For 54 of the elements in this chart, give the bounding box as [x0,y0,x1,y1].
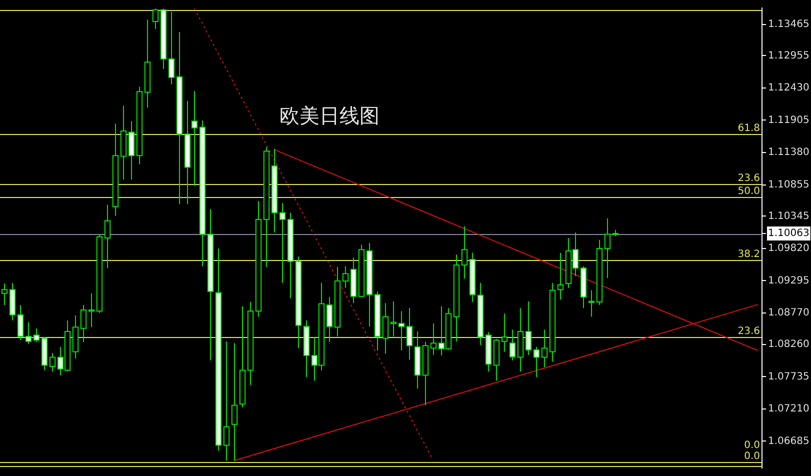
y-tick-label: 1.10063 [768,228,810,240]
y-tick-label: 1.08260 [768,338,810,350]
annotation: 38.2 [738,249,760,260]
candlestick [223,340,230,462]
candlestick [128,120,135,180]
candlestick [326,296,333,342]
candlestick [279,202,286,284]
annotation: 50.0 [738,186,760,198]
candlestick [25,322,32,344]
y-tick-label: 1.09295 [768,275,810,286]
annotation: 0.0 [744,451,760,462]
candlestick [342,266,349,288]
y-tick-label: 1.10855 [768,179,810,190]
candlestick [461,226,468,280]
annotation: 23.6 [738,326,760,338]
candlestick [390,300,397,337]
candlestick [430,322,437,356]
y-tick-label: 1.10345 [768,210,810,222]
candlestick [533,346,540,378]
candlestick [191,90,198,186]
annotation: 0.0 [744,440,760,452]
candlestick [501,313,508,352]
text: 欧美日线图 [280,104,380,128]
y-tick-label: 1.13465 [768,18,810,30]
annotation: 23.6 [738,173,760,184]
annotation: 61.8 [738,123,760,134]
y-tick-label: 1.12430 [768,82,810,94]
candlestick [1,283,8,306]
y-tick-label: 1.09820 [768,243,810,254]
y-tick-label: 1.08770 [768,308,810,319]
candlestick [398,310,405,352]
candlestick [557,252,564,300]
candlestick [588,290,595,318]
candlestick [382,302,389,354]
candlestick [88,292,95,328]
candlestick [33,328,40,342]
candlestick [152,8,159,30]
candlestick [104,204,111,269]
candlestick [17,304,24,341]
candlestick [49,352,56,372]
candlestick [231,342,238,462]
y-tick-label: 1.07735 [768,371,810,382]
candlestick [80,304,87,342]
candlestick [525,300,532,356]
candlestick [509,329,516,361]
candlestick [604,218,611,278]
y-tick-label: 1.06685 [768,436,810,447]
candlestick [168,11,175,85]
candlestick [541,329,548,368]
candlestick [406,308,413,360]
y-tick-label: 1.11380 [768,147,810,158]
y-tick-label: 1.11905 [768,114,810,126]
y-tick-label: 1.07210 [768,404,810,415]
y-tick-label: 1.12955 [768,50,810,62]
